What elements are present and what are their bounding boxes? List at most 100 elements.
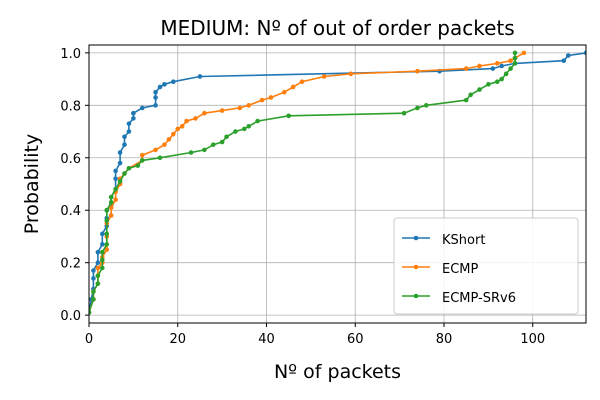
series-ecmp-srv6 bbox=[89, 50, 518, 315]
data-point-ecmp-srv6 bbox=[91, 289, 96, 294]
y-tick-label: 1.0 bbox=[60, 47, 81, 62]
data-point-kshort bbox=[100, 231, 105, 237]
ticks-layer: 0 20 40 60 80 100 0.0 0.2 0.4 0.6 0.8 1.0 bbox=[60, 47, 545, 347]
data-point-ecmp bbox=[95, 265, 101, 271]
data-point-ecmp bbox=[521, 50, 527, 56]
data-point-kshort bbox=[91, 276, 96, 281]
y-tick-label: 0.6 bbox=[60, 152, 81, 167]
x-tick-label: 100 bbox=[520, 332, 545, 347]
x-tick-label: 40 bbox=[258, 332, 275, 347]
legend-label-ecmp: ECMP bbox=[442, 262, 479, 277]
data-point-ecmp-srv6 bbox=[117, 179, 123, 184]
y-axis-label: Probability bbox=[21, 134, 43, 234]
data-point-ecmp-srv6 bbox=[122, 171, 127, 176]
data-point-kshort bbox=[499, 63, 504, 69]
data-point-ecmp bbox=[184, 118, 189, 124]
data-point-ecmp-srv6 bbox=[100, 265, 105, 271]
data-point-ecmp-srv6 bbox=[286, 113, 291, 119]
data-point-ecmp bbox=[290, 84, 296, 90]
data-point-kshort bbox=[126, 129, 132, 134]
data-point-ecmp bbox=[108, 205, 114, 210]
legend-box bbox=[393, 217, 579, 315]
data-point-ecmp-srv6 bbox=[188, 150, 194, 155]
data-point-kshort bbox=[490, 66, 496, 71]
legend: KShort ECMP ECMP-SRv6 bbox=[393, 217, 579, 315]
x-tick-label: 60 bbox=[347, 332, 364, 347]
data-point-kshort bbox=[162, 82, 167, 87]
data-point-kshort bbox=[565, 53, 571, 58]
data-point-ecmp bbox=[237, 105, 243, 111]
data-point-ecmp-srv6 bbox=[126, 165, 132, 171]
chart-title: MEDIUM: Nº of out of order packets bbox=[160, 16, 514, 40]
series-ecmp bbox=[89, 50, 527, 315]
data-point-kshort bbox=[117, 150, 123, 155]
data-point-kshort bbox=[95, 260, 101, 265]
data-point-ecmp-srv6 bbox=[89, 310, 92, 315]
data-point-ecmp bbox=[108, 213, 114, 218]
data-point-ecmp bbox=[299, 79, 305, 85]
data-point-ecmp-srv6 bbox=[219, 139, 225, 145]
data-point-ecmp bbox=[175, 126, 181, 132]
data-point-ecmp-srv6 bbox=[100, 257, 105, 263]
plot-frame bbox=[88, 44, 587, 324]
data-point-ecmp bbox=[281, 89, 287, 95]
x-axis-label: Nº of packets bbox=[274, 361, 401, 383]
data-point-ecmp-srv6 bbox=[233, 129, 238, 134]
series-layer bbox=[89, 50, 586, 315]
data-point-ecmp-srv6 bbox=[494, 79, 500, 85]
data-point-ecmp bbox=[246, 103, 252, 108]
data-point-ecmp-srv6 bbox=[512, 61, 518, 66]
data-point-kshort bbox=[117, 160, 123, 166]
data-point-ecmp bbox=[219, 108, 225, 113]
data-point-ecmp bbox=[348, 71, 354, 77]
data-point-kshort bbox=[95, 249, 101, 255]
data-point-ecmp-srv6 bbox=[512, 55, 518, 61]
data-point-ecmp bbox=[508, 58, 513, 64]
series-line-kshort bbox=[89, 52, 586, 313]
legend-label-ecmp-srv6: ECMP-SRv6 bbox=[442, 291, 516, 306]
data-point-ecmp bbox=[321, 74, 327, 79]
legend-marker-ecmp-srv6 bbox=[413, 293, 419, 299]
y-tick-label: 0.0 bbox=[60, 309, 81, 324]
data-point-ecmp bbox=[494, 61, 500, 66]
data-point-kshort bbox=[171, 79, 176, 85]
data-point-kshort bbox=[197, 74, 203, 79]
data-point-ecmp bbox=[179, 124, 185, 129]
data-point-ecmp-srv6 bbox=[255, 118, 260, 124]
data-point-ecmp bbox=[166, 137, 172, 142]
data-point-ecmp bbox=[113, 197, 118, 203]
data-point-ecmp bbox=[171, 131, 176, 137]
data-point-ecmp-srv6 bbox=[224, 134, 229, 140]
data-point-ecmp-srv6 bbox=[202, 147, 207, 153]
data-point-kshort bbox=[113, 176, 118, 182]
data-point-ecmp-srv6 bbox=[503, 71, 509, 77]
data-point-ecmp-srv6 bbox=[95, 273, 101, 279]
legend-marker-kshort bbox=[413, 235, 419, 241]
data-point-kshort bbox=[122, 134, 127, 140]
data-point-ecmp-srv6 bbox=[210, 142, 216, 147]
data-point-ecmp bbox=[193, 116, 198, 121]
data-point-ecmp bbox=[477, 63, 482, 69]
data-point-ecmp-srv6 bbox=[95, 281, 101, 286]
legend-entry-ecmp-srv6: ECMP-SRv6 bbox=[402, 291, 516, 306]
legend-entry-kshort: KShort bbox=[402, 233, 485, 248]
legend-marker-ecmp bbox=[413, 264, 419, 270]
data-point-ecmp-srv6 bbox=[463, 97, 469, 103]
y-tick-label: 0.4 bbox=[60, 204, 81, 219]
data-point-ecmp-srv6 bbox=[477, 87, 482, 92]
data-point-ecmp-srv6 bbox=[91, 297, 96, 302]
data-point-ecmp-srv6 bbox=[486, 82, 491, 87]
data-point-ecmp-srv6 bbox=[423, 103, 429, 108]
data-point-kshort bbox=[131, 116, 136, 121]
data-point-ecmp-srv6 bbox=[108, 194, 114, 200]
data-point-ecmp-srv6 bbox=[468, 92, 473, 98]
data-point-kshort bbox=[131, 110, 136, 116]
data-point-kshort bbox=[113, 168, 118, 174]
data-point-ecmp-srv6 bbox=[415, 105, 420, 111]
x-tick-label: 0 bbox=[85, 332, 93, 347]
data-point-ecmp-srv6 bbox=[108, 200, 114, 205]
series-clip-group bbox=[89, 50, 586, 315]
data-point-ecmp bbox=[463, 66, 469, 71]
